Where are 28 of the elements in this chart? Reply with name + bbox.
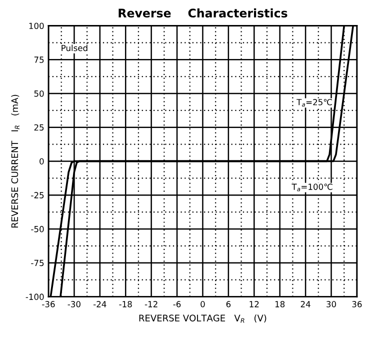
series-label: T$_{a}$=25℃: [296, 99, 332, 107]
x-tick-label: -36: [42, 301, 55, 308]
x-tick-label: -24: [94, 301, 106, 308]
y-tick-label: -100: [26, 294, 44, 300]
text: T$_{a}$=100℃: [292, 184, 332, 192]
y-tick-label: -50: [31, 226, 44, 232]
text: REVERSE CURRENT I$_{R}$ (mA): [11, 94, 20, 228]
y-tick-label: -75: [31, 260, 44, 266]
x-tick-label: 36: [352, 301, 362, 308]
x-tick-label: -30: [68, 301, 80, 308]
x-tick-label: -18: [119, 301, 132, 308]
y-tick-label: 100: [29, 22, 44, 30]
y-tick-label: -25: [31, 192, 44, 198]
text: REVERSE VOLTAGE V$_{R}$ (V): [139, 314, 266, 323]
y-tick-label: 75: [34, 56, 44, 63]
chart-title: Reverse Characteristics: [118, 8, 288, 18]
x-tick-label: 12: [250, 301, 259, 308]
x-tick-label: 0: [200, 301, 205, 308]
x-tick-label: -6: [173, 301, 181, 308]
x-tick-label: 30: [326, 301, 336, 308]
x-tick-label: 24: [300, 301, 310, 308]
x-tick-label: -12: [144, 301, 158, 308]
y-tick-label: 25: [34, 124, 44, 131]
y-tick-label: 0: [40, 158, 44, 164]
annotation: Pulsed: [62, 44, 88, 52]
x-tick-label: 6: [226, 301, 231, 308]
y-tick-label: 50: [34, 90, 44, 97]
x-tick-label: 18: [275, 301, 285, 308]
